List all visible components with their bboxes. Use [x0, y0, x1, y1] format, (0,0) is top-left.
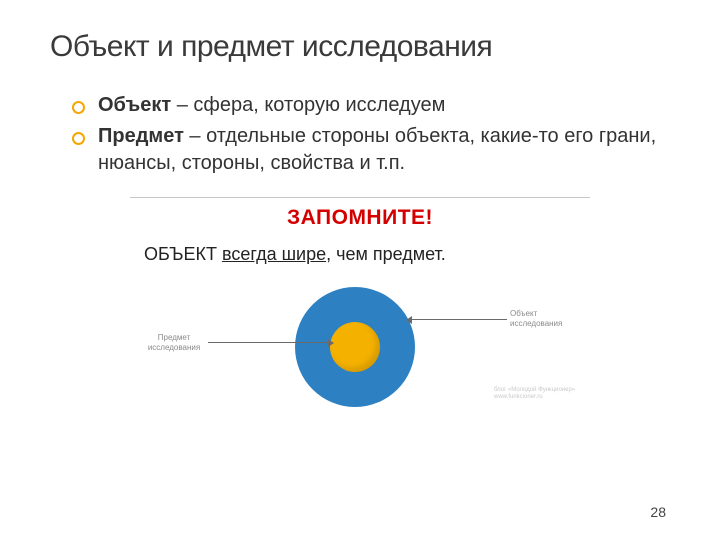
statement-underline: всегда шире [222, 244, 326, 264]
statement: ОБЪЕКТ всегда шире, чем предмет. [144, 244, 580, 265]
remember-header: ЗАПОМНИТЕ! [140, 206, 580, 230]
circle-diagram: Предмет исследования Объект исследования… [140, 277, 580, 427]
slide-title: Объект и предмет исследования [50, 30, 670, 64]
label-object: Объект исследования [510, 309, 562, 328]
info-panel: ЗАПОМНИТЕ! ОБЪЕКТ всегда шире, чем предм… [130, 197, 590, 437]
statement-post: , чем предмет. [326, 244, 446, 264]
bullet-bold: Предмет [98, 125, 184, 147]
bullet-list: Объект – сфера, которую исследуем Предме… [72, 92, 670, 177]
arrowhead-left-icon [328, 339, 334, 347]
pointer-line-right [411, 319, 507, 320]
page-number: 28 [650, 504, 666, 520]
bullet-item: Объект – сфера, которую исследуем [72, 92, 670, 119]
arrowhead-right-icon [406, 316, 412, 324]
bullet-bold: Объект [98, 94, 171, 116]
bullet-text: – сфера, которую исследуем [171, 94, 445, 116]
inner-circle [330, 322, 380, 372]
pointer-line-left [208, 342, 332, 343]
statement-pre: ОБЪЕКТ [144, 244, 222, 264]
diagram-footnote: блог «Молодой Функционер» www.funkcioner… [494, 387, 575, 401]
bullet-item: Предмет – отдельные стороны объекта, как… [72, 123, 670, 177]
label-predmet: Предмет исследования [138, 333, 210, 352]
